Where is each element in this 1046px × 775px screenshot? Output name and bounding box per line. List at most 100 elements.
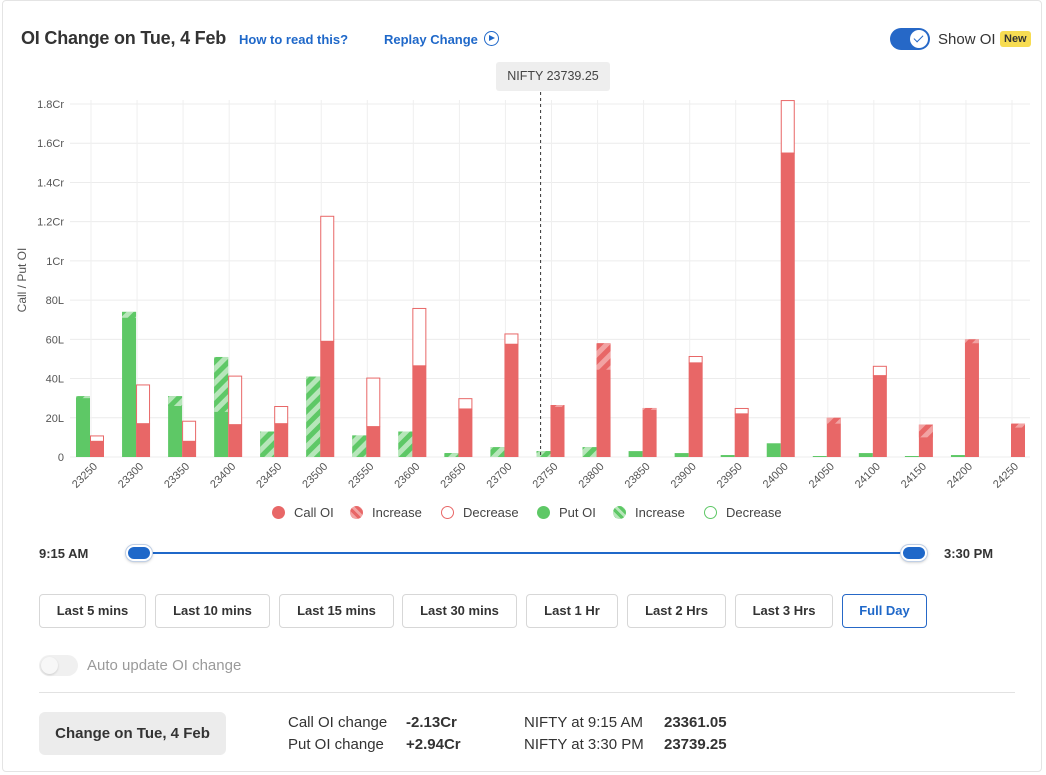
call-oi-bar[interactable]: [366, 426, 381, 457]
call-decrease-bar[interactable]: [458, 398, 473, 410]
put-increase-bar[interactable]: [536, 451, 551, 457]
call-oi-bar[interactable]: [504, 344, 519, 457]
call-oi-bar[interactable]: [826, 417, 841, 457]
put-oi-bar[interactable]: [858, 453, 873, 457]
put-increase-bar[interactable]: [490, 447, 505, 457]
call-oi-bar[interactable]: [1011, 423, 1025, 457]
put-increase-bar[interactable]: [582, 447, 597, 457]
nifty-open-value: 23361.05: [664, 714, 727, 731]
x-tick-label: 23550: [346, 461, 376, 491]
x-tick-label: 24250: [991, 461, 1021, 491]
call-increase-bar[interactable]: [642, 407, 657, 410]
call-oi-bar[interactable]: [136, 423, 151, 457]
call-oi-bar[interactable]: [964, 339, 979, 457]
call-increase-bar[interactable]: [1011, 423, 1025, 428]
call-decrease-bar[interactable]: [366, 377, 381, 428]
call-increase-bar[interactable]: [918, 424, 933, 438]
x-tick-label: 24150: [899, 461, 929, 491]
legend-put-decrease[interactable]: Decrease: [726, 505, 782, 520]
call-decrease-bar[interactable]: [136, 384, 151, 425]
call-oi-bar[interactable]: [872, 375, 887, 457]
range-last-3-hrs-button[interactable]: Last 3 Hrs: [735, 594, 833, 628]
call-oi-bar[interactable]: [734, 413, 749, 457]
call-oi-bar[interactable]: [320, 341, 335, 457]
time-slider-track[interactable]: [140, 552, 915, 554]
call-decrease-bar[interactable]: [320, 215, 335, 342]
call-decrease-bar[interactable]: [182, 420, 197, 442]
call-oi-bar[interactable]: [458, 408, 473, 457]
replay-change-link[interactable]: Replay Change: [384, 32, 478, 47]
change-date-button[interactable]: Change on Tue, 4 Feb: [39, 712, 226, 755]
call-oi-bar[interactable]: [274, 423, 289, 457]
range-last-5-mins-button[interactable]: Last 5 mins: [39, 594, 146, 628]
call-oi-bar[interactable]: [228, 424, 243, 457]
y-tick-label: 1.6Cr: [37, 138, 64, 150]
legend-call-increase[interactable]: Increase: [372, 505, 422, 520]
auto-update-toggle[interactable]: [39, 655, 78, 676]
put-oi-bar[interactable]: [812, 456, 827, 457]
slider-end-label: 3:30 PM: [944, 546, 994, 561]
put-oi-bar[interactable]: [122, 311, 137, 457]
range-last-30-mins-button[interactable]: Last 30 mins: [402, 594, 517, 628]
range-last-1-hr-button[interactable]: Last 1 Hr: [526, 594, 618, 628]
call-increase-bar[interactable]: [550, 405, 565, 407]
x-tick-label: 23900: [669, 461, 699, 491]
call-decrease-bar[interactable]: [504, 333, 519, 345]
call-decrease-bar[interactable]: [228, 375, 243, 426]
call-decrease-bar[interactable]: [780, 100, 795, 154]
put-oi-bar[interactable]: [168, 396, 183, 457]
call-decrease-bar[interactable]: [734, 407, 749, 415]
how-to-read-link[interactable]: How to read this?: [239, 32, 349, 47]
range-last-15-mins-button[interactable]: Last 15 mins: [279, 594, 394, 628]
put-increase-bar[interactable]: [444, 453, 459, 457]
call-oi-bar[interactable]: [780, 153, 795, 457]
call-decrease-bar[interactable]: [412, 307, 427, 367]
put-increase-bar[interactable]: [260, 431, 275, 457]
call-oi-bar[interactable]: [688, 362, 703, 457]
call-decrease-bar[interactable]: [872, 365, 887, 377]
put-increase-bar[interactable]: [122, 311, 137, 318]
put-increase-bar[interactable]: [352, 435, 367, 457]
call-oi-bar[interactable]: [550, 405, 565, 457]
page-title: OI Change on Tue, 4 Feb: [21, 28, 227, 48]
show-oi-toggle[interactable]: [890, 28, 930, 50]
put-increase-bar[interactable]: [214, 356, 229, 412]
play-circle-icon[interactable]: [484, 31, 499, 46]
slider-end-handle[interactable]: [901, 545, 927, 561]
put-oi-bar[interactable]: [766, 443, 781, 457]
x-tick-label: 23650: [438, 461, 468, 491]
put-increase-bar[interactable]: [306, 376, 321, 457]
call-increase-bar[interactable]: [826, 417, 841, 424]
x-tick-label: 23700: [484, 461, 514, 491]
put-oi-bar[interactable]: [904, 456, 919, 457]
call-decrease-bar[interactable]: [90, 435, 104, 442]
put-increase-bar[interactable]: [76, 396, 90, 399]
call-oi-bar[interactable]: [596, 343, 611, 457]
range-last-2-hrs-button[interactable]: Last 2 Hrs: [627, 594, 726, 628]
put-oi-bar[interactable]: [628, 451, 643, 457]
call-oi-bar[interactable]: [90, 441, 104, 457]
put-increase-bar[interactable]: [398, 431, 413, 457]
call-decrease-bar[interactable]: [688, 356, 703, 364]
call-increase-bar[interactable]: [596, 343, 611, 370]
call-oi-bar[interactable]: [182, 441, 197, 457]
put-oi-bar[interactable]: [720, 455, 735, 457]
legend-call-decrease[interactable]: Decrease: [463, 505, 519, 520]
put-oi-bar[interactable]: [674, 453, 689, 457]
call-decrease-bar[interactable]: [274, 406, 289, 425]
call-oi-bar[interactable]: [412, 365, 427, 457]
call-increase-bar[interactable]: [964, 339, 979, 344]
nifty-open-label: NIFTY at 9:15 AM: [524, 714, 643, 731]
legend-put-increase[interactable]: Increase: [635, 505, 685, 520]
legend-put-oi[interactable]: Put OI: [559, 505, 596, 520]
slider-start-handle[interactable]: [126, 545, 152, 561]
put-oi-bar[interactable]: [950, 455, 965, 457]
show-oi-label: Show OI: [938, 31, 996, 48]
legend-call-oi[interactable]: Call OI: [294, 505, 334, 520]
put-increase-bar[interactable]: [168, 396, 183, 407]
put-oi-bar[interactable]: [76, 396, 90, 457]
range-last-10-mins-button[interactable]: Last 10 mins: [155, 594, 270, 628]
range-full-day-button[interactable]: Full Day: [842, 594, 927, 628]
call-oi-bar[interactable]: [642, 407, 657, 457]
